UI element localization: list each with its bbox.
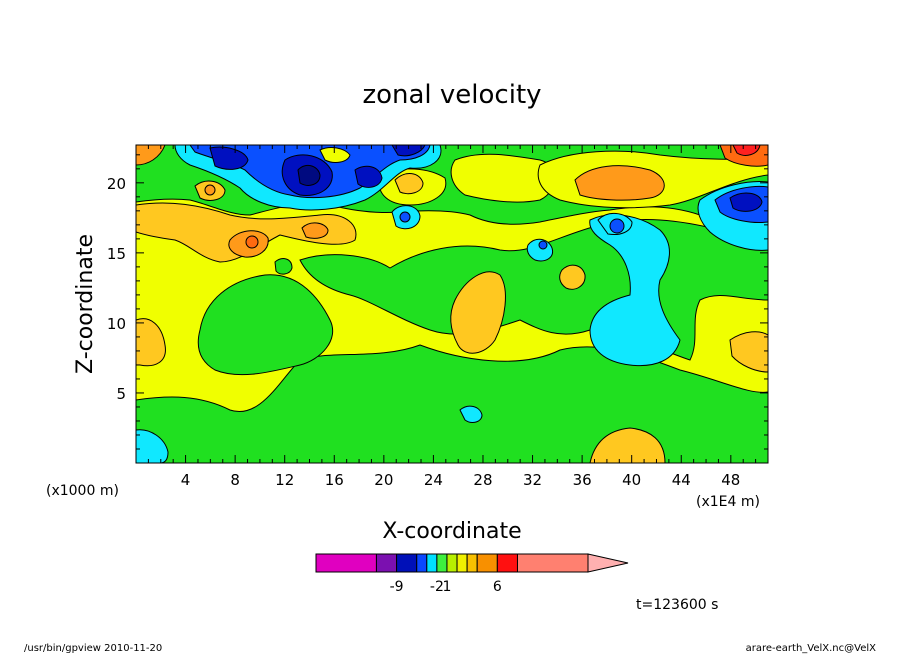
x-axis-label: X-coordinate xyxy=(382,519,521,544)
yellow-patch-top-left xyxy=(319,147,351,163)
y-tick-label: 20 xyxy=(107,175,126,193)
plot-area xyxy=(136,145,768,463)
cyan-region-right xyxy=(589,214,681,367)
colorbar-bin xyxy=(456,553,468,573)
x-tick-label: 32 xyxy=(523,471,542,489)
colorbar-bin xyxy=(436,553,448,573)
colorbar-bin xyxy=(426,553,438,573)
navy-core-2 xyxy=(209,146,249,170)
navy-core-right xyxy=(729,192,763,212)
orange-dot-left-top xyxy=(204,184,216,196)
green-region-left xyxy=(197,274,334,376)
y-axis: 5 10 15 20 xyxy=(107,154,768,450)
colorbar-bin xyxy=(466,553,478,573)
orange-blob-small xyxy=(559,264,586,290)
green-blob-mid-left xyxy=(274,258,293,275)
navy-core-3 xyxy=(354,165,383,188)
x-tick-label: 36 xyxy=(573,471,592,489)
x-tick-label: 40 xyxy=(622,471,641,489)
colorbar-tick-label: 1 xyxy=(443,579,452,595)
x-unit-left: (x1000 m) xyxy=(46,483,119,499)
colorbar-tick-label: 6 xyxy=(493,579,502,595)
cyan-blob-small-bottom xyxy=(459,405,483,423)
colorbar-bin xyxy=(396,553,418,573)
plot-frame xyxy=(135,144,769,464)
colorbar-bin xyxy=(516,553,589,573)
blue-dot-22 xyxy=(399,211,411,223)
orange-patch-top-right xyxy=(574,165,665,201)
yellow-patch-top-2 xyxy=(450,153,556,203)
colorbar-extend-arrow xyxy=(587,553,629,573)
colorbar-bin xyxy=(476,553,498,573)
colorbar-bin xyxy=(315,553,377,573)
x-tick-label: 24 xyxy=(424,471,443,489)
x-unit-right: (x1E4 m) xyxy=(696,494,760,510)
x-tick-label: 12 xyxy=(275,471,294,489)
x-tick-label: 44 xyxy=(672,471,691,489)
orange-blob-bottom xyxy=(589,427,666,463)
orange-patch-mid-top xyxy=(394,173,424,195)
orange-blob-center xyxy=(450,271,506,354)
x-tick-label: 4 xyxy=(181,471,191,489)
orange-dot-left xyxy=(245,235,259,249)
y-tick-label: 5 xyxy=(116,385,126,403)
colorbar-bin xyxy=(416,553,428,573)
deep-core-1 xyxy=(297,164,321,186)
orange-blob-mid-left xyxy=(301,222,329,239)
blue-dot-right-mid xyxy=(609,218,625,234)
chart-title: zonal velocity xyxy=(362,80,541,110)
colorbar-bin xyxy=(496,553,518,573)
x-tick-label: 16 xyxy=(325,471,344,489)
time-label: t=123600 s xyxy=(636,597,718,613)
footer-right: arare-earth_VelX.nc@VelX xyxy=(746,643,877,654)
x-axis: 4 8 12 16 20 24 28 32 36 40 44 48 xyxy=(147,145,757,489)
blue-dot-mid xyxy=(538,240,548,250)
x-tick-label: 48 xyxy=(721,471,740,489)
x-tick-label: 28 xyxy=(473,471,492,489)
y-axis-label: Z-coordinate xyxy=(73,234,98,374)
footer-left: /usr/bin/gpview 2010-11-20 xyxy=(24,643,162,654)
orange-blob-left xyxy=(136,318,166,367)
x-tick-label: 20 xyxy=(374,471,393,489)
y-tick-label: 15 xyxy=(107,245,126,263)
x-tick-label: 8 xyxy=(230,471,240,489)
colorbar-bin xyxy=(375,553,398,573)
colorbar-tick-label: -2 xyxy=(430,579,444,595)
colorbar-bin xyxy=(446,553,458,573)
y-tick-label: 10 xyxy=(107,315,126,333)
orange-blob-right xyxy=(729,331,768,373)
colorbar-tick-label: -9 xyxy=(390,579,404,595)
colorbar: -9 -21 6 xyxy=(315,553,629,595)
